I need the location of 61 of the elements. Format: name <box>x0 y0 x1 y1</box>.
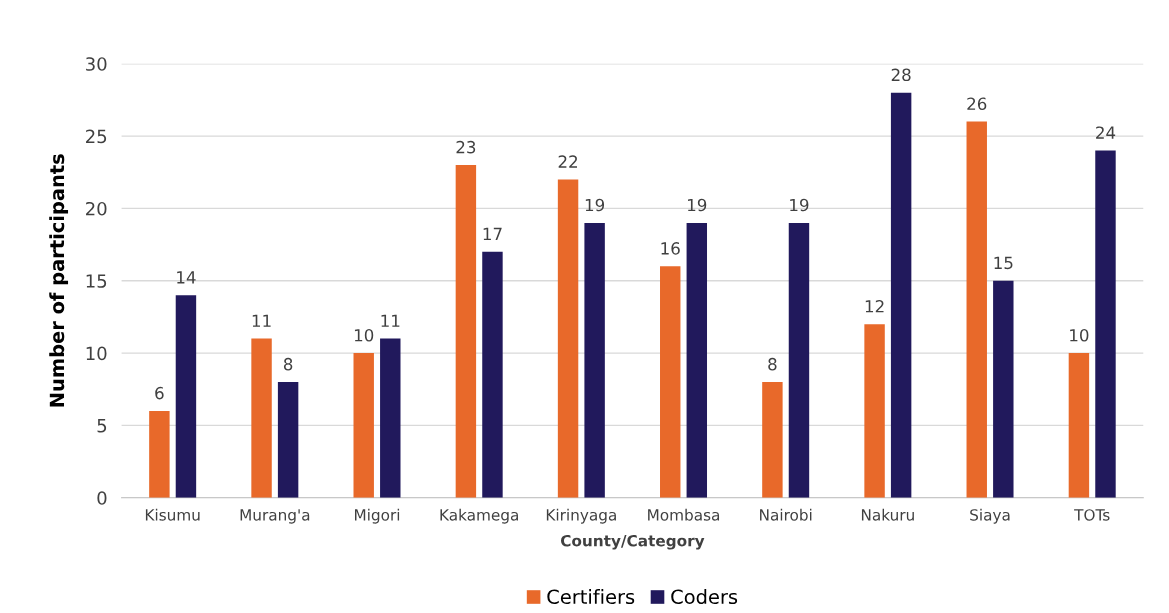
y-tick-label: 20 <box>86 201 107 216</box>
data-label: 26 <box>967 97 987 111</box>
x-tick-label: Siaya <box>970 508 1010 524</box>
data-label: 19 <box>790 198 809 212</box>
x-tick-label: Kakamega <box>440 508 518 524</box>
bar <box>993 280 1014 498</box>
y-axis-title: Number of participants <box>49 154 69 407</box>
data-label: 8 <box>768 357 777 371</box>
bar <box>762 382 783 498</box>
bar <box>686 222 708 498</box>
data-label: 14 <box>177 271 196 284</box>
bar <box>660 266 681 498</box>
data-label: 12 <box>865 299 884 313</box>
data-label: 11 <box>252 314 271 327</box>
bar <box>1095 150 1116 498</box>
bar <box>149 410 170 498</box>
data-label: 19 <box>688 198 707 212</box>
data-label: 11 <box>381 314 400 327</box>
y-tick-label: 0 <box>97 491 107 505</box>
y-tick-label: 5 <box>97 419 107 433</box>
data-label: 16 <box>661 242 680 255</box>
bar <box>864 324 885 498</box>
x-tick-label: Nakuru <box>861 508 914 521</box>
y-tick-label: 25 <box>86 129 107 144</box>
x-tick-label: Migori <box>355 508 400 524</box>
bar <box>455 165 477 498</box>
data-label: 17 <box>483 227 502 241</box>
data-label: 15 <box>994 256 1013 270</box>
x-tick-label: TOTs <box>1074 509 1110 521</box>
data-label: 10 <box>354 328 374 342</box>
data-label: 23 <box>456 140 476 154</box>
x-tick-label: Kisumu <box>145 508 200 521</box>
data-label: 19 <box>585 198 605 212</box>
x-tick-label: Murang'a <box>240 509 310 524</box>
bar <box>251 338 272 498</box>
data-label: 22 <box>558 155 577 168</box>
x-tick-label: Kirinyaga <box>546 508 616 524</box>
data-label: 8 <box>283 357 293 371</box>
data-label: 28 <box>891 68 911 82</box>
legend-label: Certifiers <box>547 589 635 605</box>
bar <box>277 382 299 498</box>
y-tick-label: 30 <box>86 57 107 71</box>
bar <box>1068 353 1090 498</box>
legend-label: Coders <box>671 589 738 605</box>
x-axis-title: County/Category <box>560 534 705 550</box>
data-label: 6 <box>155 386 164 400</box>
bar <box>557 179 579 498</box>
bar <box>482 251 503 498</box>
data-label: 10 <box>1070 328 1089 342</box>
bar <box>380 338 401 498</box>
bar <box>966 121 987 498</box>
bar <box>175 295 197 498</box>
data-label: 24 <box>1096 126 1116 139</box>
bar <box>353 353 374 498</box>
bar <box>788 222 810 498</box>
y-tick-label: 15 <box>86 274 107 288</box>
y-tick-label: 10 <box>86 346 107 361</box>
x-tick-label: Nairobi <box>760 508 812 521</box>
x-tick-label: Mombasa <box>648 508 720 521</box>
bar <box>584 222 605 498</box>
bar <box>890 92 912 498</box>
